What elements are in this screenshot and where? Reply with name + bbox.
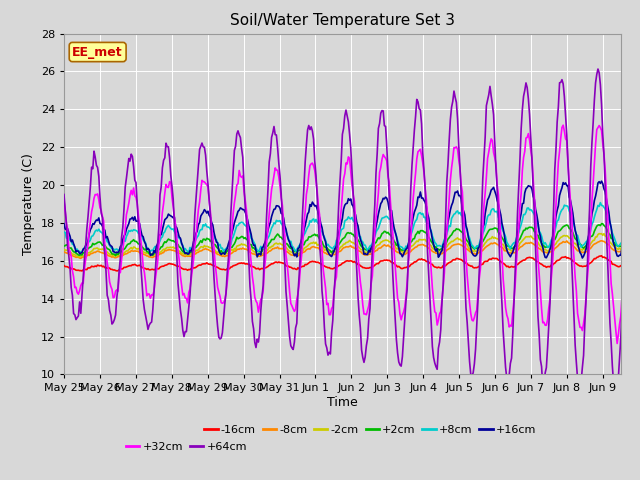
+2cm bbox=[383, 230, 390, 236]
+32cm bbox=[303, 192, 310, 197]
+2cm bbox=[484, 230, 492, 236]
+64cm bbox=[239, 155, 246, 160]
+16cm bbox=[483, 204, 490, 210]
Line: +32cm: +32cm bbox=[64, 121, 639, 344]
+2cm bbox=[632, 219, 640, 225]
+64cm bbox=[410, 145, 417, 151]
-2cm bbox=[76, 254, 83, 260]
+2cm bbox=[583, 241, 591, 247]
+64cm bbox=[635, 125, 640, 131]
+8cm bbox=[240, 221, 248, 227]
+64cm bbox=[60, 192, 68, 197]
-8cm bbox=[583, 249, 591, 254]
Line: +16cm: +16cm bbox=[64, 177, 639, 258]
+2cm bbox=[635, 221, 640, 227]
-16cm bbox=[631, 252, 639, 258]
-8cm bbox=[484, 243, 492, 249]
-8cm bbox=[410, 245, 418, 251]
+16cm bbox=[60, 221, 68, 227]
Line: +64cm: +64cm bbox=[64, 65, 639, 400]
X-axis label: Time: Time bbox=[327, 396, 358, 409]
Text: EE_met: EE_met bbox=[72, 46, 123, 59]
-2cm bbox=[484, 237, 492, 243]
-8cm bbox=[240, 246, 248, 252]
Line: +8cm: +8cm bbox=[64, 202, 639, 252]
+32cm bbox=[613, 341, 621, 347]
-2cm bbox=[410, 241, 418, 247]
-2cm bbox=[583, 246, 591, 252]
+32cm bbox=[582, 294, 590, 300]
Y-axis label: Temperature (C): Temperature (C) bbox=[22, 153, 35, 255]
-8cm bbox=[634, 237, 640, 243]
+32cm bbox=[632, 118, 640, 124]
-16cm bbox=[78, 268, 86, 274]
+2cm bbox=[240, 236, 248, 241]
-16cm bbox=[410, 259, 418, 265]
Line: +2cm: +2cm bbox=[64, 222, 639, 256]
+16cm bbox=[410, 215, 417, 220]
-16cm bbox=[484, 258, 492, 264]
+64cm bbox=[612, 397, 620, 403]
+16cm bbox=[635, 179, 640, 184]
+32cm bbox=[60, 198, 68, 204]
Line: -16cm: -16cm bbox=[64, 255, 639, 271]
-16cm bbox=[60, 263, 68, 268]
-16cm bbox=[583, 262, 591, 268]
-16cm bbox=[240, 260, 248, 266]
-8cm bbox=[304, 246, 312, 252]
-8cm bbox=[383, 243, 390, 249]
+2cm bbox=[112, 253, 120, 259]
+8cm bbox=[304, 224, 312, 230]
+32cm bbox=[410, 195, 417, 201]
+16cm bbox=[303, 217, 310, 223]
-8cm bbox=[635, 238, 640, 243]
+64cm bbox=[483, 103, 490, 108]
+64cm bbox=[629, 62, 637, 68]
-2cm bbox=[304, 243, 312, 249]
-16cm bbox=[383, 257, 390, 263]
-2cm bbox=[60, 247, 68, 252]
+64cm bbox=[303, 142, 310, 148]
+8cm bbox=[77, 250, 84, 255]
+32cm bbox=[483, 174, 490, 180]
+32cm bbox=[239, 173, 246, 179]
+16cm bbox=[632, 174, 640, 180]
+64cm bbox=[582, 299, 590, 304]
+2cm bbox=[410, 236, 418, 241]
+2cm bbox=[60, 243, 68, 249]
-16cm bbox=[635, 253, 640, 259]
Line: -2cm: -2cm bbox=[64, 233, 639, 257]
-16cm bbox=[304, 261, 312, 267]
+8cm bbox=[631, 199, 639, 205]
Line: -8cm: -8cm bbox=[64, 240, 639, 258]
+16cm bbox=[583, 240, 591, 246]
+8cm bbox=[410, 220, 418, 226]
Title: Soil/Water Temperature Set 3: Soil/Water Temperature Set 3 bbox=[230, 13, 455, 28]
-2cm bbox=[240, 241, 248, 247]
-8cm bbox=[77, 255, 84, 261]
+2cm bbox=[304, 237, 312, 243]
+8cm bbox=[484, 214, 492, 219]
+32cm bbox=[635, 136, 640, 142]
+8cm bbox=[383, 214, 390, 219]
-8cm bbox=[60, 249, 68, 255]
+16cm bbox=[381, 194, 389, 200]
-2cm bbox=[635, 231, 640, 237]
Legend: +32cm, +64cm: +32cm, +64cm bbox=[122, 438, 252, 457]
+32cm bbox=[381, 155, 389, 161]
+16cm bbox=[239, 207, 246, 213]
-2cm bbox=[631, 230, 639, 236]
+64cm bbox=[381, 123, 389, 129]
+8cm bbox=[583, 238, 591, 244]
+16cm bbox=[579, 255, 586, 261]
+8cm bbox=[60, 229, 68, 235]
-2cm bbox=[383, 237, 390, 243]
+8cm bbox=[635, 201, 640, 206]
